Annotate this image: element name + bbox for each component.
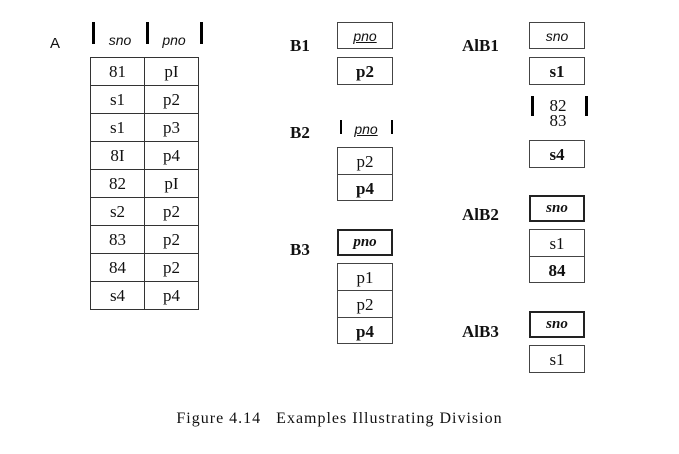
cell-sno: s1 [90, 113, 145, 142]
cell-pno: p2 [144, 225, 199, 254]
ab2-header: sno [546, 200, 568, 216]
cell-pno: p2 [144, 253, 199, 282]
header-divider [200, 22, 203, 44]
cell-sno: 82 [90, 169, 145, 198]
table-row: s1 p2 [90, 85, 199, 114]
cell-sno: 81 [90, 57, 145, 86]
cell-pno: p4 [144, 281, 199, 310]
ab3-row: s1 [529, 345, 585, 373]
b3-label: B3 [290, 240, 310, 259]
header-divider [340, 120, 342, 134]
b2-cell: p4 [356, 179, 374, 198]
b3-rows: p1 p2 p4 [337, 263, 393, 344]
cell-sno: s1 [90, 85, 145, 114]
table-row: 84 p2 [90, 253, 199, 282]
cell-pno: pI [144, 169, 199, 198]
relation-a-label: A [50, 35, 61, 52]
table-row: s1 p3 [90, 113, 199, 142]
b1-label: B1 [290, 36, 310, 55]
relation-a-table: 81 pI s1 p2 s1 p3 8I p4 82 pI s2 p2 83 p2 84 p2 s4 p4 [90, 57, 199, 310]
ab2-rows: s1 84 [529, 229, 585, 283]
ab1-header-box: sno [529, 22, 585, 49]
cell-pno: p4 [144, 141, 199, 170]
table-row: 8I p4 [90, 141, 199, 170]
row-divider [531, 96, 534, 116]
ab3-header: sno [546, 316, 568, 332]
cell-sno: 8I [90, 141, 145, 170]
b3-cell: p1 [338, 264, 392, 291]
header-divider [391, 120, 393, 134]
b2-label: B2 [290, 123, 310, 142]
cell-sno: s2 [90, 197, 145, 226]
b3-header: pno [353, 234, 377, 250]
ab1-row: s1 [529, 57, 585, 85]
ab1-header: sno [545, 28, 569, 44]
b1-cell: p2 [356, 62, 374, 81]
cell-pno: p3 [144, 113, 199, 142]
b3-header-box: pno [337, 229, 393, 256]
figure-caption: Figure 4.14 Examples Illustrating Divisi… [176, 410, 503, 427]
ab1-cell: s1 [549, 62, 565, 81]
header-divider [146, 22, 149, 44]
b1-header-box: pno [337, 22, 393, 49]
cell-pno: pI [144, 57, 199, 86]
cell-pno: p2 [144, 197, 199, 226]
table-row: 83 p2 [90, 225, 199, 254]
b2-cell: p2 [338, 148, 392, 175]
ab2-header-box: sno [529, 195, 585, 222]
table-row: 81 pI [90, 57, 199, 86]
cell-pno: p2 [144, 85, 199, 114]
ab3-cell: s1 [549, 350, 565, 369]
header-divider [92, 22, 95, 44]
ab2-label: AlB2 [462, 205, 499, 224]
column-header-pno: pno [162, 32, 186, 48]
column-header-sno: sno [108, 32, 132, 48]
b3-cell: p2 [338, 291, 392, 318]
ab2-cell: 84 [548, 261, 566, 280]
ab1-cell: 83 [549, 113, 567, 129]
ab1-cell: s4 [549, 145, 565, 164]
b2-header: pno [354, 121, 378, 137]
ab2-cell: s1 [530, 230, 584, 257]
table-row: s2 p2 [90, 197, 199, 226]
ab3-header-box: sno [529, 311, 585, 338]
b1-row: p2 [337, 57, 393, 85]
ab1-label: AlB1 [462, 36, 499, 55]
row-divider [585, 96, 588, 116]
ab1-cell: 82 [549, 96, 567, 115]
ab3-label: AlB3 [462, 322, 499, 341]
b2-rows: p2 p4 [337, 147, 393, 201]
ab1-row: s4 [529, 140, 585, 168]
cell-sno: 83 [90, 225, 145, 254]
b1-header: pno [353, 28, 377, 44]
cell-sno: s4 [90, 281, 145, 310]
cell-sno: 84 [90, 253, 145, 282]
b3-cell: p4 [356, 322, 374, 341]
table-row: 82 pI [90, 169, 199, 198]
table-row: s4 p4 [90, 281, 199, 310]
